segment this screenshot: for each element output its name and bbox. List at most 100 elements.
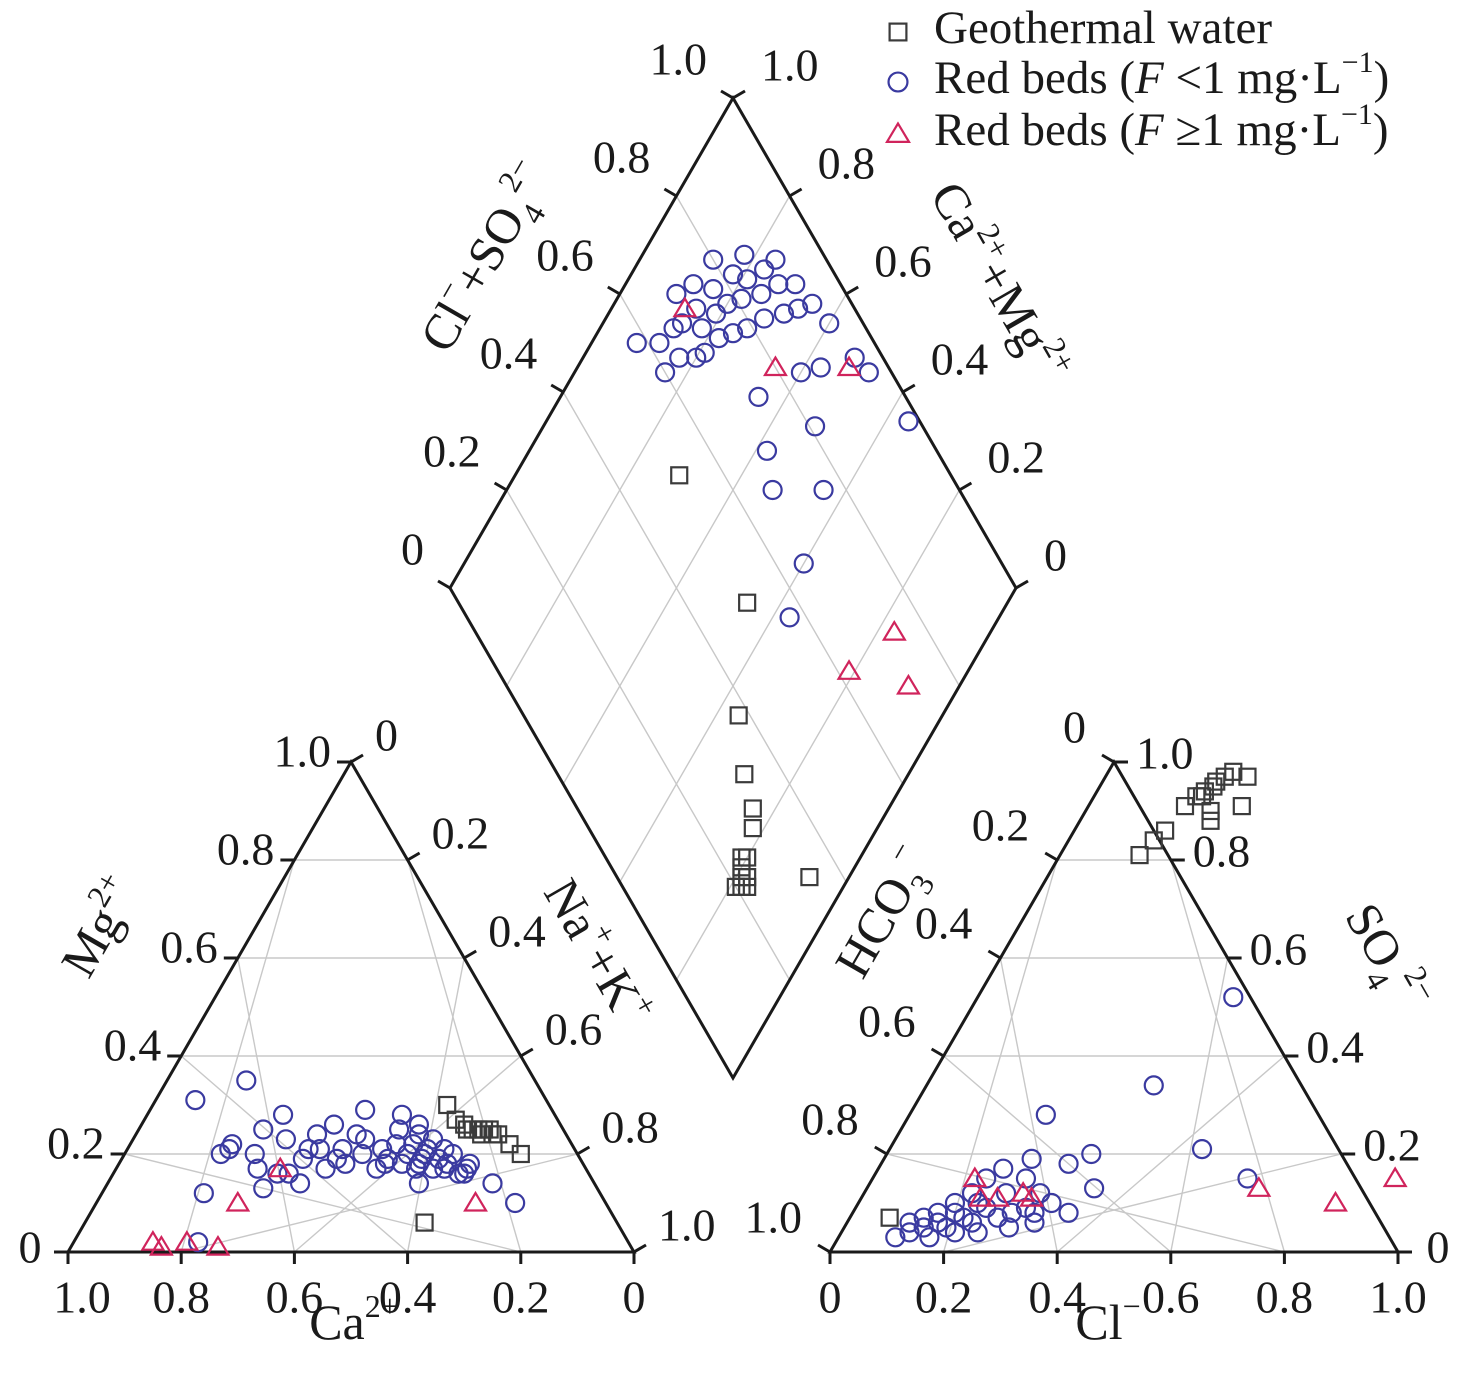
diamond-point-geo	[726, 877, 745, 897]
cation-mg-zero: 0	[19, 1222, 42, 1273]
anion-hco3-tick	[874, 1145, 888, 1156]
diamond-clso4-tick	[720, 89, 734, 100]
diamond-clso4-tick	[663, 187, 678, 198]
diamond-point-rb_low	[765, 249, 786, 270]
cation-point-rb_low	[289, 1173, 311, 1194]
diamond-clso4-axis-title-part: Cl	[409, 292, 481, 361]
anion-point-rb_low	[1041, 1192, 1062, 1214]
diamond-point-geo	[670, 466, 689, 485]
cation-ca-axis-title-part: 2+	[365, 1288, 399, 1324]
cation-ca-axis-title: Ca2+	[309, 1288, 399, 1350]
cation-point-rb_high	[463, 1190, 488, 1212]
anion-point-rb_low	[967, 1222, 988, 1243]
cation-nak-tick-label: 0.4	[488, 906, 546, 957]
tick-marks	[54, 89, 1412, 1264]
diamond-clso4-tick	[493, 481, 508, 492]
diamond-camg-tick	[845, 285, 859, 296]
cation-nak-tick-label: 0.2	[432, 808, 490, 859]
diamond-point-rb_high	[672, 296, 698, 318]
cation-point-rb_low	[386, 1134, 407, 1155]
grid-line	[675, 489, 961, 981]
diamond-clso4-tick	[607, 285, 621, 296]
diamond-point-rb_low	[785, 274, 806, 295]
diamond-point-rb_low	[722, 264, 744, 285]
diamond-camg-tick	[902, 383, 916, 394]
cation-ca-tick-label: 0.4	[379, 1272, 437, 1323]
anion-hco3-tick-label: 1.0	[745, 1192, 803, 1243]
anion-hco3-tick	[930, 1047, 945, 1058]
anion-hco3-tick-label: 0	[1063, 702, 1086, 753]
cation-nak-tick	[633, 1243, 647, 1254]
cation-ca-axis-title-part: Ca	[309, 1294, 365, 1350]
cation-point-rb_low	[482, 1173, 503, 1194]
diamond-point-rb_low	[722, 323, 744, 344]
grid-line	[619, 391, 904, 883]
cation-point-rb_low	[391, 1104, 413, 1125]
grid-line	[562, 391, 847, 883]
anion-point-rb_low	[998, 1217, 1020, 1238]
legend-label-part: Red beds (	[934, 104, 1135, 156]
diamond-point-rb_low	[737, 269, 758, 290]
cation-nak-tick-label: 0.8	[601, 1102, 659, 1153]
diamond-point-rb_low	[654, 362, 676, 383]
diamond-camg-tick	[788, 187, 803, 198]
diamond-point-geo	[738, 867, 757, 887]
legend-label-part: −1	[1342, 46, 1374, 79]
anion-point-geo	[1204, 777, 1223, 796]
anion-point-geo	[1175, 796, 1195, 816]
diamond-point-rb_low	[703, 249, 724, 270]
legend-label-part: )	[1373, 104, 1389, 156]
legend-label-rb_low: Red beds (F <1 mg·L−1)	[934, 46, 1389, 103]
anion-point-rb_low	[913, 1207, 934, 1228]
anion-point-rb_low	[899, 1222, 920, 1243]
cation-point-rb_low	[210, 1143, 231, 1165]
anion-point-geo	[1144, 831, 1163, 850]
diamond-clso4-tick-label: 0.4	[480, 328, 538, 379]
diamond-camg-tick	[1015, 579, 1029, 590]
diamond-point-geo	[743, 818, 762, 838]
anion-point-rb_high	[1382, 1166, 1408, 1188]
cation-point-rb_low	[272, 1104, 294, 1125]
cation-ca-tick-label: 1.0	[53, 1272, 111, 1323]
legend-label-part: F	[1134, 52, 1165, 104]
diamond-camg-tick-label: 1.0	[761, 40, 819, 91]
grid-line	[999, 957, 1058, 1253]
diamond-clso4-tick-label: 0.6	[536, 230, 594, 281]
diamond-point-rb_low	[858, 362, 879, 383]
diamond-point-rb_low	[773, 303, 795, 324]
anion-point-rb_low	[919, 1227, 940, 1248]
cation-point-rb_low	[372, 1138, 393, 1160]
cation-nak-tick	[463, 949, 477, 960]
cation-point-rb_low	[193, 1183, 214, 1204]
cation-point-rb_low	[411, 1148, 432, 1170]
anion-point-rb_high	[1246, 1176, 1272, 1197]
cation-point-rb_high	[174, 1230, 200, 1251]
diamond-point-rb_high	[836, 355, 862, 377]
diamond-point-rb_low	[669, 347, 690, 368]
anion-point-rb_low	[976, 1168, 997, 1189]
anion-so4-tick-label: 0.6	[1250, 924, 1308, 975]
grid-line	[943, 1153, 1342, 1253]
cation-mg-tick-label: 0.6	[160, 922, 218, 973]
diamond-point-rb_low	[813, 479, 834, 501]
diamond-point-geo	[738, 848, 757, 867]
cation-nak-tick	[576, 1145, 591, 1156]
anion-hco3-tick	[987, 949, 1002, 960]
legend-marker-geo	[888, 22, 908, 42]
anion-point-rb_low	[1015, 1168, 1037, 1189]
diamond-point-geo	[732, 867, 751, 887]
diamond-point-rb_low	[754, 259, 775, 280]
anion-point-rb_low	[1024, 1212, 1045, 1233]
cation-ca-tick-label: 0.8	[152, 1272, 210, 1323]
anion-point-rb_low	[913, 1217, 934, 1238]
diamond-point-rb_low	[751, 283, 772, 305]
diagram-frames	[65, 95, 1401, 1254]
diamond-point-rb_low	[804, 416, 826, 437]
grid-line	[1170, 957, 1229, 1253]
diamond-point-rb_low	[731, 288, 752, 309]
anion-cl-tick-label: 0.8	[1256, 1272, 1314, 1323]
cation-point-rb_low	[253, 1178, 274, 1199]
anion-point-geo	[1232, 796, 1251, 816]
cation-point-geo	[438, 1095, 457, 1115]
